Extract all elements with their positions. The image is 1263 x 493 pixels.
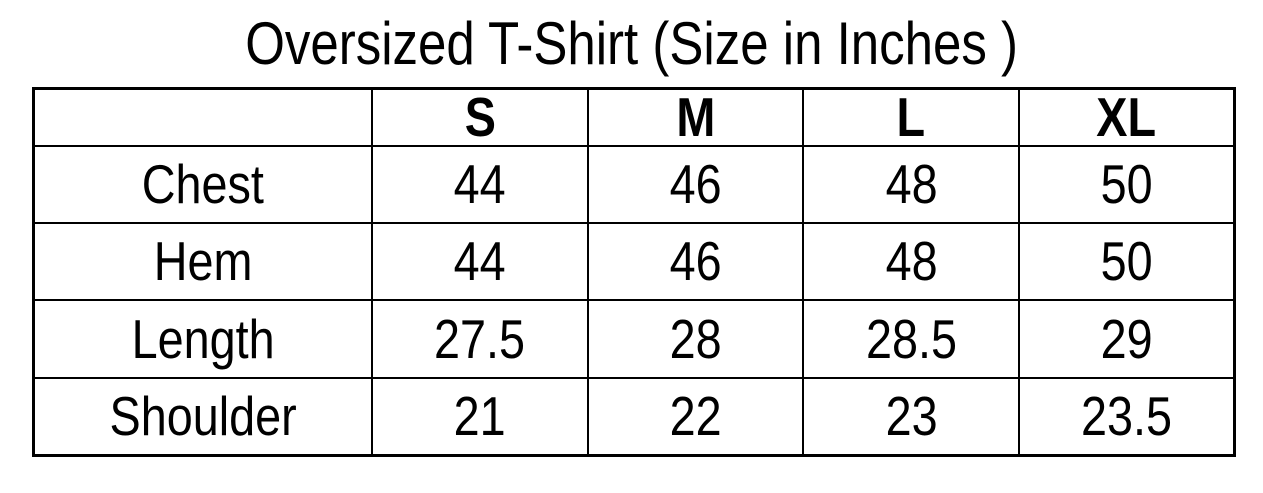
header-label: M (676, 88, 716, 146)
header-label: L (896, 88, 926, 146)
cell-value: 44 (453, 230, 506, 293)
value-cell: 44 (371, 222, 589, 302)
row-label-cell: Hem (32, 222, 374, 302)
value-cell: 28 (586, 299, 805, 379)
value-cell: 50 (1017, 144, 1236, 225)
value-cell: 50 (1017, 222, 1236, 302)
value-cell: 23 (802, 376, 1020, 457)
row-label: Length (131, 307, 275, 370)
row-label-cell: Shoulder (32, 376, 374, 457)
cell-value: 21 (453, 384, 506, 447)
page-title-text: Oversized T-Shirt (Size in Inches ) (245, 9, 1018, 77)
cell-value: 50 (1100, 153, 1153, 216)
row-label: Shoulder (109, 384, 297, 447)
header-cell-size-s: S (371, 87, 589, 147)
value-cell: 44 (371, 144, 589, 225)
header-cell-size-m: M (586, 87, 805, 147)
header-label: XL (1096, 88, 1157, 146)
cell-value: 29 (1100, 307, 1153, 370)
row-label-cell: Length (32, 299, 374, 379)
value-cell: 46 (586, 222, 805, 302)
cell-value: 48 (885, 153, 938, 216)
row-label: Hem (153, 230, 253, 293)
table-row-chest: Chest 44 46 48 50 (32, 144, 1236, 225)
table-header-row: S M L XL (32, 87, 1236, 147)
header-cell-blank (32, 87, 374, 147)
cell-value: 28 (669, 307, 722, 370)
table-row-shoulder: Shoulder 21 22 23 23.5 (32, 376, 1236, 457)
value-cell: 22 (586, 376, 805, 457)
header-label: S (464, 88, 496, 146)
page-title: Oversized T-Shirt (Size in Inches ) (0, 0, 1263, 87)
header-cell-size-xl: XL (1017, 87, 1236, 147)
cell-value: 23 (885, 384, 938, 447)
value-cell: 23.5 (1017, 376, 1236, 457)
cell-value: 22 (669, 384, 722, 447)
cell-value: 27.5 (434, 307, 526, 370)
cell-value: 46 (669, 230, 722, 293)
size-table: S M L XL Chest 44 46 48 50 Hem 44 46 48 … (32, 87, 1236, 457)
cell-value: 23.5 (1080, 384, 1172, 447)
value-cell: 28.5 (802, 299, 1020, 379)
cell-value: 46 (669, 153, 722, 216)
header-cell-size-l: L (802, 87, 1020, 147)
cell-value: 44 (453, 153, 506, 216)
value-cell: 29 (1017, 299, 1236, 379)
cell-value: 28.5 (865, 307, 957, 370)
cell-value: 50 (1100, 230, 1153, 293)
table-row-length: Length 27.5 28 28.5 29 (32, 299, 1236, 379)
value-cell: 27.5 (371, 299, 589, 379)
table-row-hem: Hem 44 46 48 50 (32, 222, 1236, 302)
value-cell: 46 (586, 144, 805, 225)
value-cell: 48 (802, 144, 1020, 225)
cell-value: 48 (885, 230, 938, 293)
row-label-cell: Chest (32, 144, 374, 225)
value-cell: 21 (371, 376, 589, 457)
value-cell: 48 (802, 222, 1020, 302)
row-label: Chest (142, 153, 265, 216)
